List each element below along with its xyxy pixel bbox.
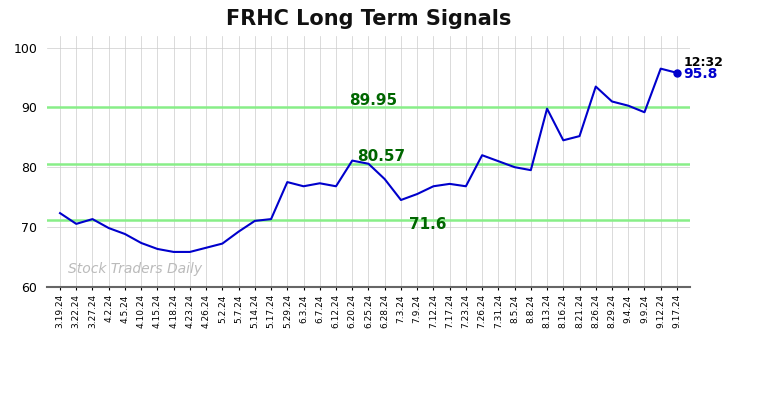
- Text: 80.57: 80.57: [358, 149, 405, 164]
- Text: 12:32: 12:32: [684, 56, 724, 68]
- Title: FRHC Long Term Signals: FRHC Long Term Signals: [226, 9, 511, 29]
- Text: 89.95: 89.95: [349, 93, 397, 108]
- Text: 71.6: 71.6: [409, 217, 447, 232]
- Text: 95.8: 95.8: [684, 67, 718, 81]
- Text: Stock Traders Daily: Stock Traders Daily: [68, 261, 202, 276]
